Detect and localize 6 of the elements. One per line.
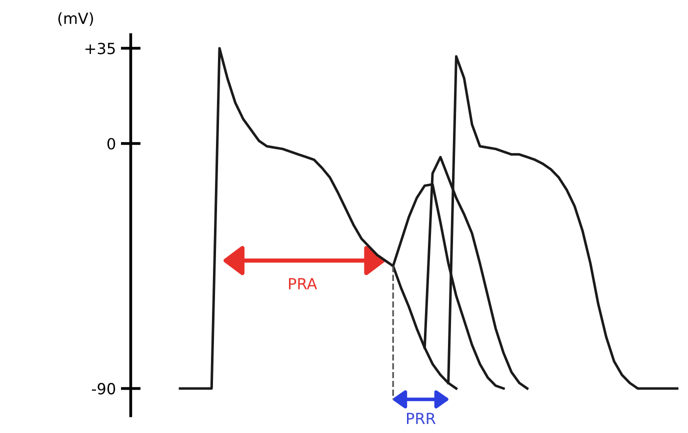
y-tick-label: -90 [92, 382, 116, 394]
y-tick-label: +35 [86, 42, 115, 54]
annotation: PRR [406, 412, 436, 424]
y-axis-title: (mV) [58, 12, 93, 26]
annotation: PRA [289, 278, 318, 290]
y-tick-label: 0 [107, 138, 116, 150]
